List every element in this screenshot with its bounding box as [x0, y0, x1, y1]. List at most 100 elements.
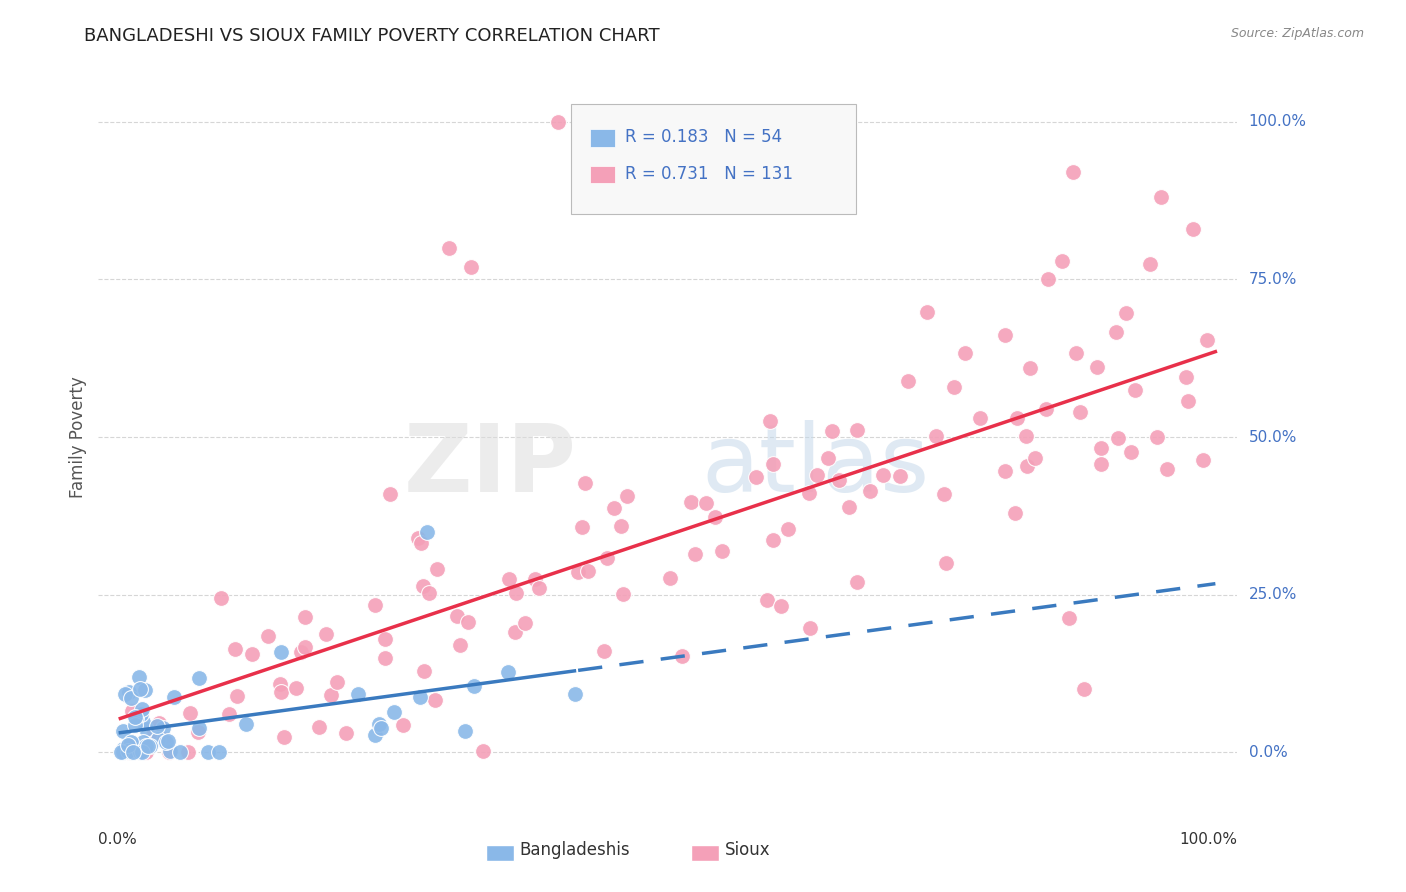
- Point: [610, 519, 633, 533]
- Text: 75.0%: 75.0%: [1249, 272, 1298, 287]
- Text: atlas: atlas: [702, 420, 929, 512]
- Point: [603, 500, 626, 515]
- Point: [574, 476, 596, 491]
- Point: [527, 582, 550, 596]
- Point: [1149, 190, 1171, 204]
- Point: [1087, 359, 1109, 374]
- Point: [759, 413, 782, 427]
- Point: [845, 423, 868, 437]
- Point: [177, 745, 200, 759]
- Point: [953, 346, 976, 360]
- Point: [703, 509, 725, 524]
- Point: [256, 629, 278, 643]
- Point: [437, 241, 460, 255]
- Point: [157, 745, 180, 759]
- Point: [762, 533, 785, 548]
- Point: [1069, 405, 1091, 419]
- Point: [1019, 360, 1042, 375]
- Point: [505, 625, 527, 640]
- Point: [121, 735, 143, 749]
- Point: [457, 615, 479, 630]
- Point: [382, 705, 405, 719]
- FancyBboxPatch shape: [591, 166, 616, 183]
- Text: 25.0%: 25.0%: [1249, 587, 1298, 602]
- Point: [374, 632, 396, 646]
- Point: [889, 469, 911, 483]
- Point: [117, 738, 139, 752]
- Y-axis label: Family Poverty: Family Poverty: [69, 376, 87, 498]
- Point: [1090, 441, 1112, 455]
- Point: [294, 610, 316, 624]
- Point: [683, 547, 706, 561]
- Point: [378, 487, 401, 501]
- Point: [745, 470, 768, 484]
- Point: [505, 586, 527, 600]
- Point: [994, 327, 1017, 342]
- Point: [412, 664, 434, 678]
- Point: [409, 690, 432, 704]
- Point: [135, 722, 157, 736]
- Point: [806, 468, 828, 483]
- Point: [163, 690, 186, 704]
- Point: [797, 486, 820, 500]
- Point: [942, 380, 965, 394]
- Point: [496, 665, 519, 680]
- Point: [679, 495, 702, 509]
- Point: [129, 745, 152, 759]
- Point: [235, 716, 257, 731]
- Point: [131, 702, 153, 716]
- Point: [145, 718, 167, 732]
- Point: [136, 739, 159, 754]
- Point: [1139, 257, 1161, 271]
- Point: [571, 520, 593, 534]
- Point: [1015, 428, 1038, 442]
- Point: [1062, 165, 1084, 179]
- Text: R = 0.731   N = 131: R = 0.731 N = 131: [624, 165, 793, 183]
- Point: [152, 721, 174, 735]
- Point: [121, 704, 143, 718]
- Point: [425, 692, 447, 706]
- Point: [969, 411, 991, 425]
- Point: [1107, 431, 1129, 445]
- Text: 100.0%: 100.0%: [1180, 832, 1237, 847]
- Point: [513, 616, 536, 631]
- Point: [132, 714, 155, 729]
- Point: [290, 645, 312, 659]
- Text: 50.0%: 50.0%: [1249, 430, 1298, 444]
- Point: [132, 734, 155, 748]
- Point: [188, 721, 211, 735]
- Point: [917, 305, 939, 319]
- Point: [325, 674, 347, 689]
- Point: [374, 651, 396, 665]
- Text: ZIP: ZIP: [404, 420, 576, 512]
- Point: [111, 745, 134, 759]
- Point: [1090, 457, 1112, 471]
- Point: [111, 742, 134, 756]
- Point: [564, 687, 586, 701]
- Point: [209, 591, 232, 605]
- Point: [925, 428, 948, 442]
- Point: [454, 724, 477, 739]
- Point: [120, 690, 142, 705]
- Point: [110, 745, 132, 759]
- Point: [416, 524, 439, 539]
- Point: [460, 260, 482, 274]
- Point: [118, 684, 141, 698]
- Point: [799, 621, 821, 635]
- Point: [828, 473, 851, 487]
- Point: [872, 468, 894, 483]
- Point: [472, 744, 495, 758]
- Point: [935, 556, 957, 570]
- Point: [146, 731, 169, 746]
- Point: [139, 739, 162, 753]
- Text: R = 0.183   N = 54: R = 0.183 N = 54: [624, 128, 782, 146]
- Point: [269, 677, 291, 691]
- Point: [1115, 306, 1137, 320]
- Point: [129, 682, 152, 697]
- Text: Bangladeshis: Bangladeshis: [520, 841, 630, 859]
- Point: [1156, 462, 1178, 476]
- Point: [658, 571, 681, 585]
- Point: [711, 543, 734, 558]
- Point: [135, 740, 157, 755]
- Point: [770, 599, 793, 613]
